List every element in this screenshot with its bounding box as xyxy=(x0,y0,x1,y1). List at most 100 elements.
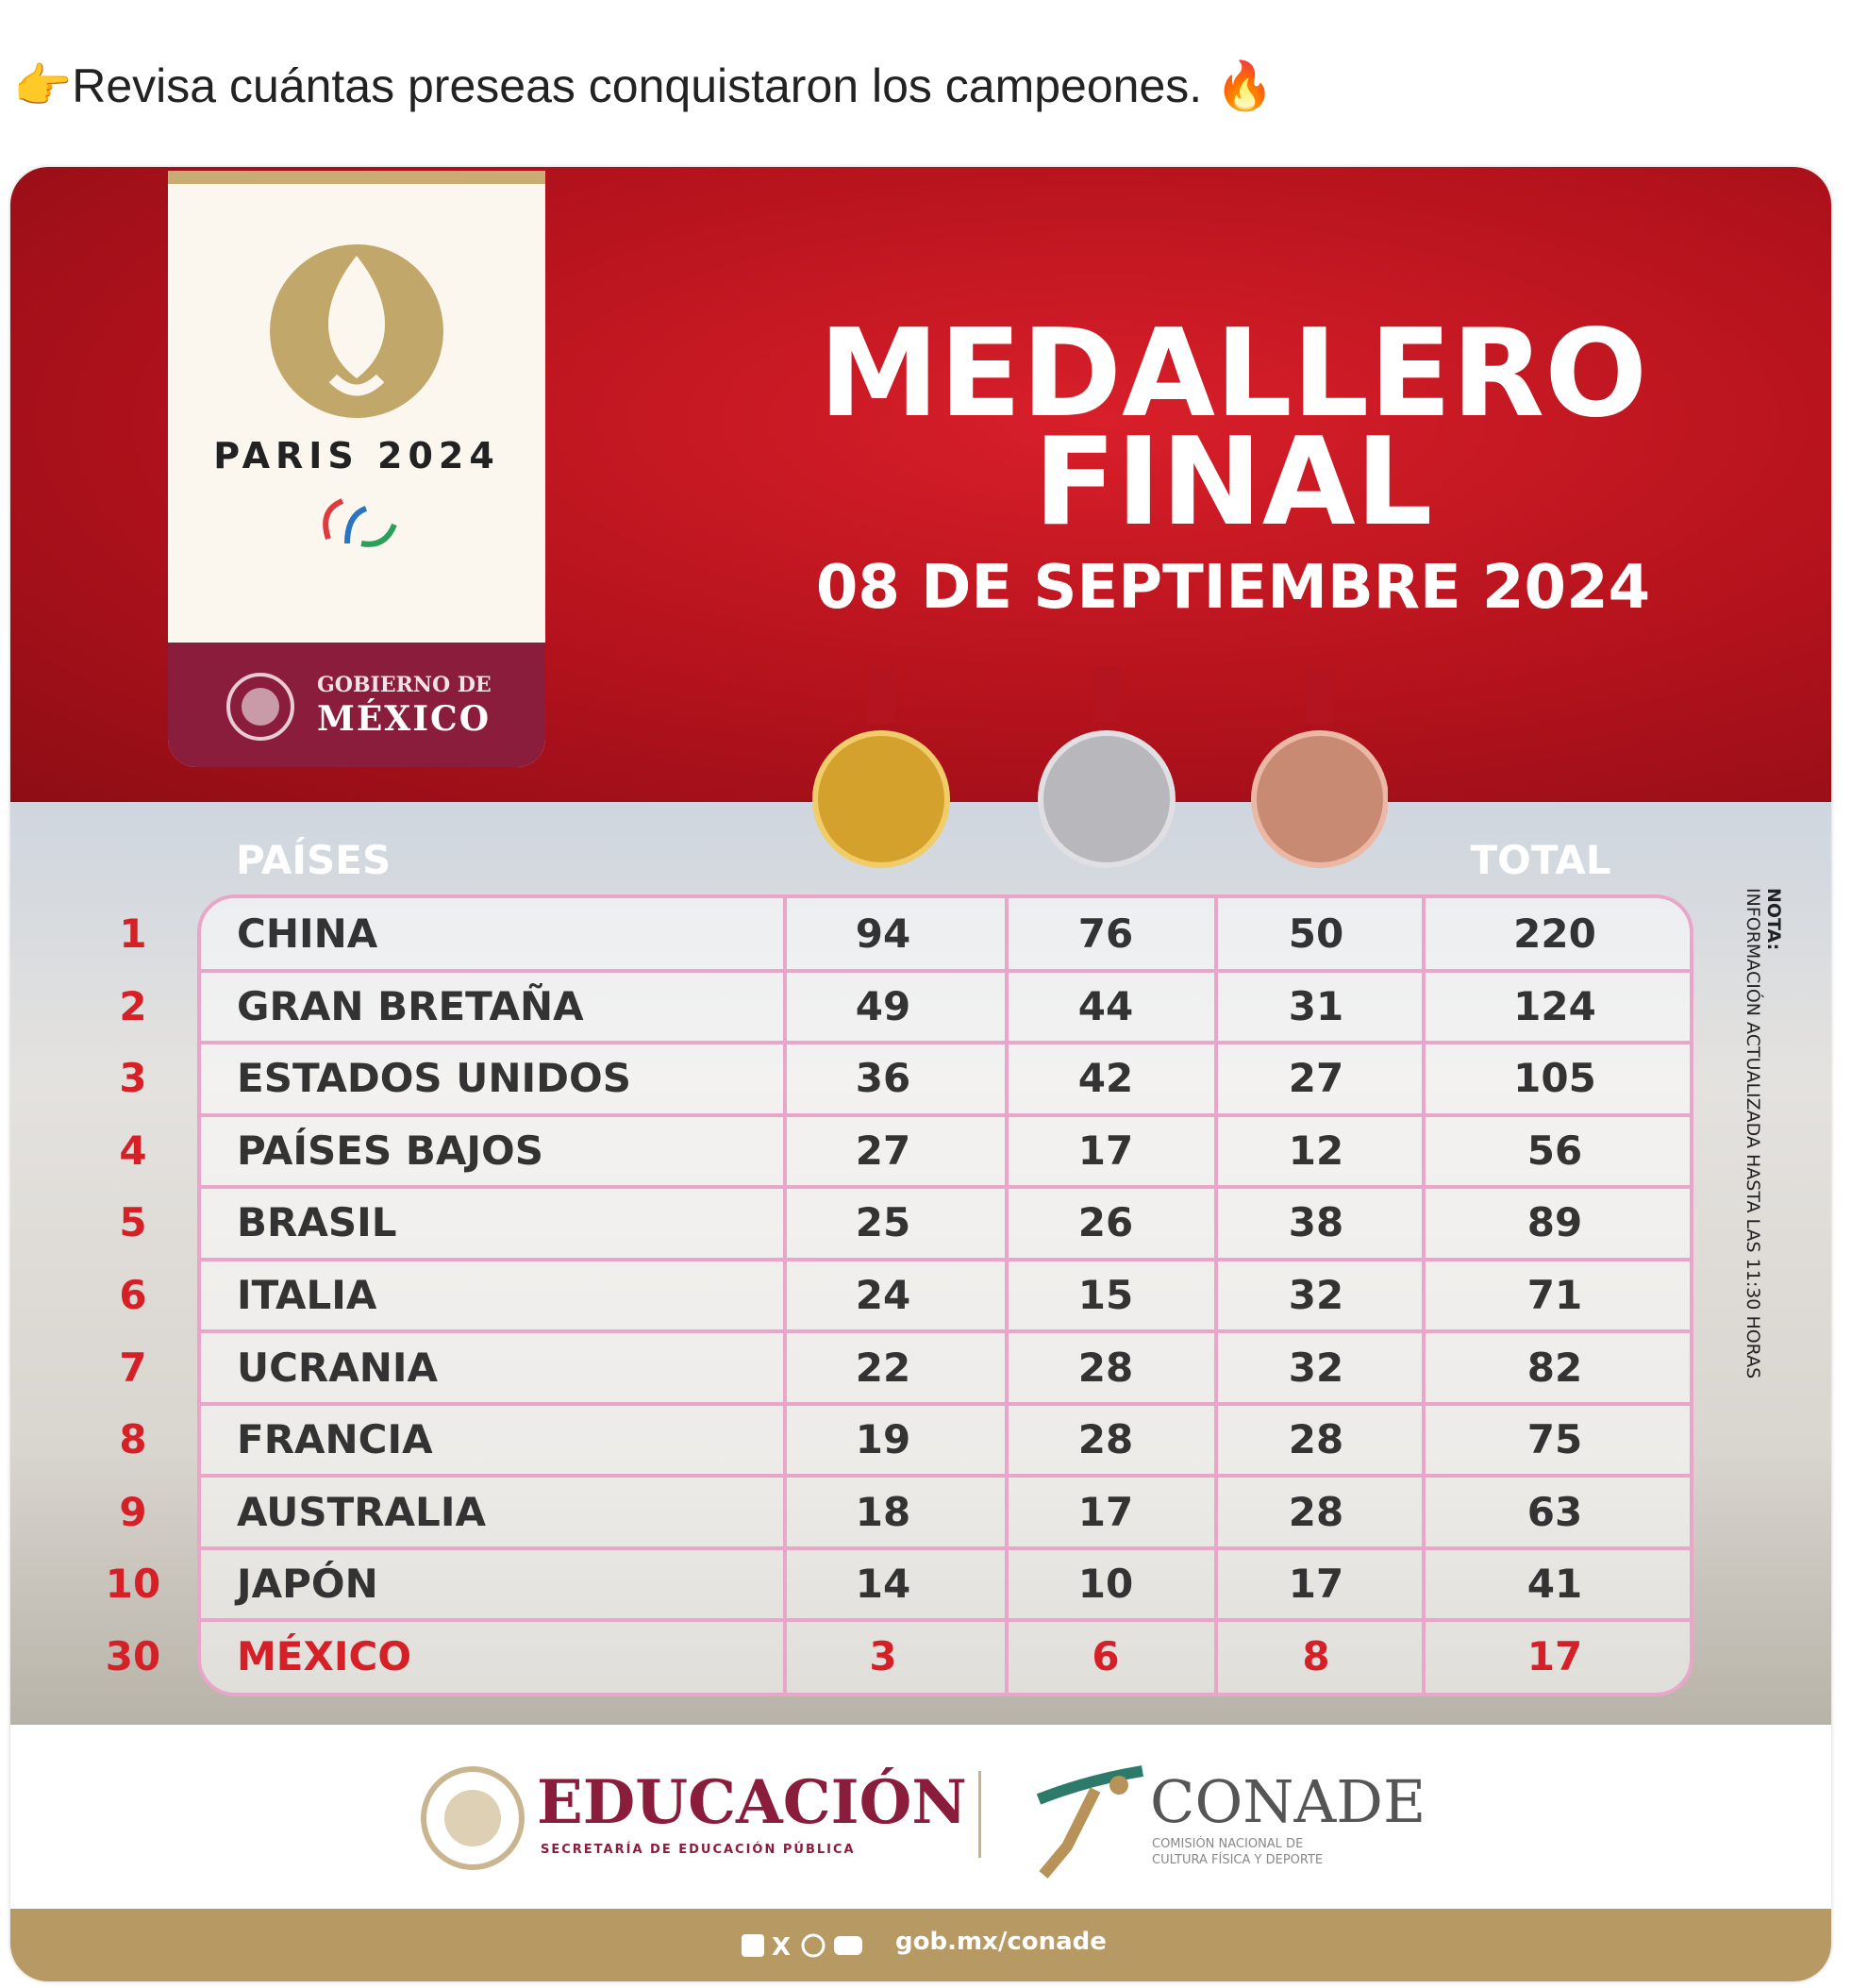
silver-count: 28 xyxy=(1077,1416,1134,1463)
silver-count: 17 xyxy=(1077,1127,1134,1174)
logo-panel: PARIS 2024 GOBIERNO DE MÉXICO xyxy=(168,171,545,767)
row-line xyxy=(201,968,1690,973)
row-line xyxy=(201,1257,1690,1261)
column-line xyxy=(1214,898,1218,1693)
row-line xyxy=(201,1329,1690,1334)
gov-line1: GOBIERNO DE xyxy=(317,673,492,697)
title-line1: MEDALLERO xyxy=(818,304,1648,444)
gov-line2: MÉXICO xyxy=(317,699,492,739)
games-name: PARIS 2024 xyxy=(213,435,500,476)
total-count: 105 xyxy=(1513,1055,1596,1102)
silver-count: 76 xyxy=(1077,910,1134,958)
website: gob.mx/conade xyxy=(895,1928,1107,1956)
country: BRASIL xyxy=(237,1199,397,1246)
silver-count: 10 xyxy=(1077,1561,1134,1608)
rank: 2 xyxy=(119,982,147,1029)
post-text: 👉Revisa cuántas preseas conquistaron los… xyxy=(13,59,1275,112)
rank: 3 xyxy=(119,1055,147,1102)
total-count: 17 xyxy=(1526,1632,1583,1679)
bronze-count: 28 xyxy=(1288,1488,1344,1535)
header-total: TOTAL xyxy=(1470,837,1611,883)
total-count: 75 xyxy=(1526,1416,1583,1463)
country: JAPÓN xyxy=(237,1561,378,1608)
gold-count: 3 xyxy=(869,1632,897,1679)
country: UCRANIA xyxy=(237,1344,439,1391)
row-line xyxy=(201,1112,1690,1117)
gold-count: 27 xyxy=(855,1127,911,1174)
silver-count: 6 xyxy=(1092,1632,1120,1679)
country: GRAN BRETAÑA xyxy=(237,982,584,1029)
row-line xyxy=(201,1545,1690,1550)
country: ITALIA xyxy=(237,1272,377,1318)
column-line xyxy=(1005,898,1009,1693)
country: PAÍSES BAJOS xyxy=(237,1127,543,1174)
svg-text:X: X xyxy=(772,1933,791,1960)
bronze-count: 27 xyxy=(1288,1055,1344,1102)
total-count: 63 xyxy=(1526,1488,1583,1535)
sep-seal xyxy=(421,1766,525,1870)
silver-count: 15 xyxy=(1077,1272,1134,1318)
header-country: PAÍSES xyxy=(236,837,392,883)
silver-count: 42 xyxy=(1077,1055,1134,1102)
gold-count: 24 xyxy=(855,1272,911,1318)
rank: 1 xyxy=(119,910,147,958)
total-count: 89 xyxy=(1526,1199,1583,1246)
paris-emblem xyxy=(270,244,443,418)
bronze-count: 17 xyxy=(1288,1561,1344,1608)
bronze-count: 31 xyxy=(1288,982,1344,1029)
row-line xyxy=(201,1474,1690,1478)
gold-count: 36 xyxy=(855,1055,911,1102)
medal-table: CHINA 94 76 50 220 GRAN BRETAÑA 49 44 31 124 ESTAD… xyxy=(197,894,1693,1696)
silver-count: 26 xyxy=(1077,1199,1134,1246)
gold-count: 14 xyxy=(855,1561,911,1608)
seal xyxy=(226,673,294,741)
footer-bar: X gob.mx/conade xyxy=(10,1909,1831,1981)
gold-count: 19 xyxy=(855,1416,911,1463)
gold-count: 18 xyxy=(855,1488,911,1535)
medals xyxy=(812,667,1388,868)
education-sub: SECRETARÍA DE EDUCACIÓN PÚBLICA xyxy=(541,1843,856,1857)
government-block: GOBIERNO DE MÉXICO xyxy=(168,643,545,767)
row-line xyxy=(201,1618,1690,1623)
infographic: PARIS 2024 GOBIERNO DE MÉXICO MEDALLERO … xyxy=(10,167,1831,1981)
row-line xyxy=(201,1041,1690,1045)
column-line xyxy=(783,898,787,1693)
gold-strip xyxy=(168,171,545,184)
rank: 7 xyxy=(119,1344,147,1391)
note: NOTA: INFORMACIÓN ACTUALIZADA HASTA LAS … xyxy=(1743,888,1784,1378)
bronze-count: 12 xyxy=(1288,1127,1344,1174)
rank: 8 xyxy=(119,1416,147,1463)
total-count: 82 xyxy=(1526,1344,1583,1391)
gold-count: 94 xyxy=(855,910,911,958)
conade-sub2: CULTURA FÍSICA Y DEPORTE xyxy=(1152,1853,1324,1867)
social-icons: X xyxy=(742,1933,862,1960)
rank: 9 xyxy=(119,1488,147,1535)
gold-count: 49 xyxy=(855,982,911,1029)
title-line2: FINAL xyxy=(1033,412,1433,553)
bronze-count: 38 xyxy=(1288,1199,1344,1246)
bronze-count: 32 xyxy=(1288,1272,1344,1318)
column-line xyxy=(1422,898,1426,1693)
title-date: 08 DE SEPTIEMBRE 2024 xyxy=(815,553,1651,623)
country: FRANCIA xyxy=(237,1416,433,1463)
country: AUSTRALIA xyxy=(237,1488,486,1535)
row-line xyxy=(201,1185,1690,1190)
bronze-count: 28 xyxy=(1288,1416,1344,1463)
total-count: 220 xyxy=(1513,910,1596,958)
education: EDUCACIÓN xyxy=(537,1767,967,1838)
row-line xyxy=(201,1401,1690,1406)
divider xyxy=(978,1771,981,1858)
rank: 6 xyxy=(119,1272,147,1318)
rank: 30 xyxy=(105,1632,161,1679)
rank: 4 xyxy=(119,1127,147,1174)
silver-count: 17 xyxy=(1077,1488,1134,1535)
rank: 10 xyxy=(105,1561,161,1608)
total-count: 41 xyxy=(1526,1561,1583,1608)
total-count: 71 xyxy=(1526,1272,1583,1318)
bronze-count: 32 xyxy=(1288,1344,1344,1391)
bronze-count: 50 xyxy=(1288,910,1344,958)
gold-count: 22 xyxy=(855,1344,911,1391)
agitos xyxy=(323,498,397,547)
country: MÉXICO xyxy=(237,1632,412,1679)
